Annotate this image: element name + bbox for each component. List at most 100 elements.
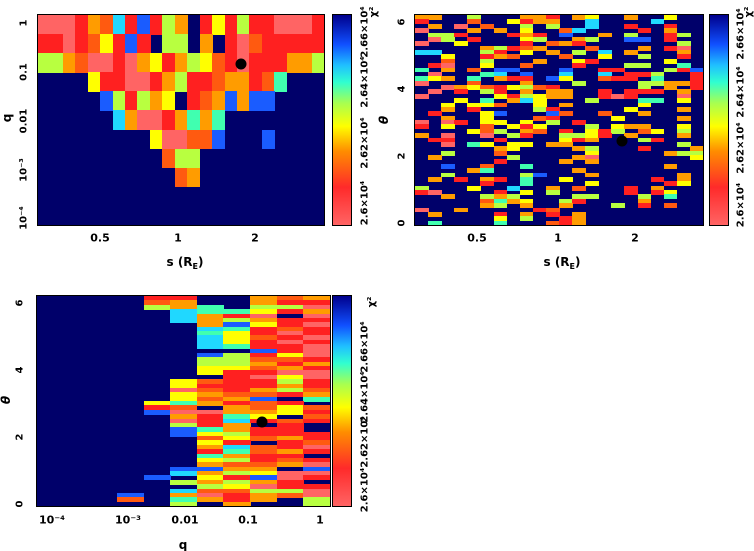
heatmap-cell [519,216,534,222]
heatmap-cell [663,28,678,34]
heatmap-cell [663,15,678,20]
heatmap-cell [250,326,278,332]
heatmap-cell [62,15,76,35]
heatmap-cell [454,120,468,125]
heatmap-cell [598,133,612,139]
heatmap-cell [196,427,225,433]
heatmap-cell [196,479,225,485]
heatmap-cell [196,444,225,450]
heatmap-cell [303,392,330,398]
heatmap-cell [250,475,278,481]
heatmap-cell [170,313,198,319]
heatmap-cell [112,72,126,92]
heatmap-cell [223,409,251,415]
heatmap-cell [276,383,304,389]
x-tick-label: 10⁻³ [115,513,141,527]
heatmap-cell [276,374,304,380]
heatmap-cell [624,71,639,77]
heatmap-cell [196,370,225,376]
heatmap-cell [223,444,251,450]
heatmap-cell [676,93,691,99]
heatmap-cell [585,146,599,152]
heatmap-cell [624,133,639,139]
y-axis-label: θ [0,395,13,405]
heatmap-cell [545,190,560,195]
heatmap-cell [506,85,521,90]
heatmap-cell [585,23,599,29]
heatmap-cell [598,76,612,82]
heatmap-cell [689,146,703,152]
heatmap-cell [480,98,495,104]
heatmap-cell [598,54,612,60]
heatmap-cell [276,436,304,441]
heatmap-cell [415,124,429,130]
heatmap-cell [250,427,278,433]
heatmap-cell [170,405,198,411]
heatmap-cell [162,34,176,54]
heatmap-cell [276,484,304,490]
heatmap-cell [303,322,330,328]
heatmap-cell [415,133,429,139]
heatmap-cell [676,45,691,51]
heatmap-cell [650,176,665,182]
heatmap-cell [441,172,455,178]
heatmap-cell [303,492,330,498]
heatmap-cell [545,93,560,99]
colorbar-2 [709,14,729,226]
heatmap-cell [480,176,495,182]
heatmap-cell [572,28,586,34]
heatmap-cell [174,148,188,169]
heatmap-cell [506,98,521,104]
heatmap-cell [276,453,304,459]
heatmap-cell [170,396,198,402]
heatmap-cell [545,185,560,191]
heatmap-cell [196,304,225,310]
heatmap-cell [545,211,560,217]
colorbar-3-tick: 2.66×10⁴ [359,321,371,373]
heatmap-cell [506,133,521,139]
heatmap-cell [441,163,455,169]
colorbar-3-tick: 2.6×10⁴ [359,467,371,513]
heatmap-cell [303,387,330,393]
heatmap-cell [428,89,442,95]
heatmap-cell [250,466,278,472]
heatmap-cell [149,129,163,150]
heatmap-cell [223,431,251,437]
heatmap-cell [87,15,101,35]
heatmap-cell [585,124,599,130]
heatmap-cell [519,36,534,42]
heatmap-cell [250,387,278,393]
heatmap-cell [637,203,652,209]
heatmap-cell [480,198,495,204]
heatmap-cell [676,133,691,139]
heatmap-cell [212,72,226,92]
heatmap-cell [303,361,330,367]
heatmap-cell [572,146,586,152]
heatmap-cell [650,89,665,95]
heatmap-cell [559,220,573,225]
heatmap-cell [143,300,171,306]
heatmap-cell [493,150,508,156]
heatmap-cell [303,462,330,468]
heatmap-cell [519,28,534,34]
heatmap-cell [303,326,330,332]
heatmap-cell [428,71,442,77]
heatmap-cell [276,488,304,494]
heatmap-cell [249,53,263,73]
heatmap-cell [143,401,171,406]
heatmap-cell [585,137,599,143]
heatmap-cell [223,414,251,420]
heatmap-cell [467,102,482,108]
heatmap-cell [223,436,251,441]
heatmap-cell [637,137,652,143]
heatmap-cell [415,120,429,125]
heatmap-cell [624,124,639,130]
heatmap-cell [250,409,278,415]
heatmap-cell [196,392,225,398]
heatmap-cell [637,63,652,69]
heatmap-cell [196,361,225,367]
heatmap-cell [559,41,573,47]
heatmap-cell [223,427,251,433]
heatmap-cell [572,194,586,200]
heatmap-cell [624,93,639,99]
